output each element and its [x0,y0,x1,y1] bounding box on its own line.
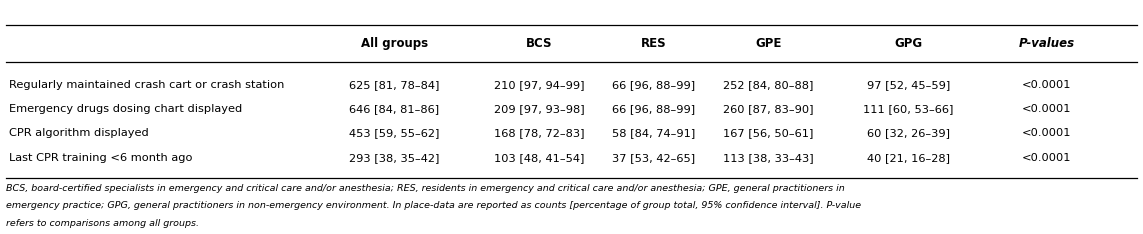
Text: All groups: All groups [361,37,427,50]
Text: 167 [56, 50–61]: 167 [56, 50–61] [722,128,814,138]
Text: BCS, board-certified specialists in emergency and critical care and/or anesthesi: BCS, board-certified specialists in emer… [6,184,845,193]
Text: 66 [96, 88–99]: 66 [96, 88–99] [613,80,695,90]
Text: Last CPR training <6 month ago: Last CPR training <6 month ago [9,153,193,163]
Text: 111 [60, 53–66]: 111 [60, 53–66] [863,104,954,114]
Text: 453 [59, 55–62]: 453 [59, 55–62] [349,128,440,138]
Text: 646 [84, 81–86]: 646 [84, 81–86] [350,104,439,114]
Text: 113 [38, 33–43]: 113 [38, 33–43] [722,153,814,163]
Text: <0.0001: <0.0001 [1022,80,1072,90]
Text: RES: RES [641,37,666,50]
Text: 293 [38, 35–42]: 293 [38, 35–42] [349,153,440,163]
Text: <0.0001: <0.0001 [1022,153,1072,163]
Text: 66 [96, 88–99]: 66 [96, 88–99] [613,104,695,114]
Text: 260 [87, 83–90]: 260 [87, 83–90] [722,104,814,114]
Text: 103 [48, 41–54]: 103 [48, 41–54] [494,153,585,163]
Text: 58 [84, 74–91]: 58 [84, 74–91] [613,128,695,138]
Text: 252 [84, 80–88]: 252 [84, 80–88] [722,80,814,90]
Text: <0.0001: <0.0001 [1022,128,1072,138]
Text: emergency practice; GPG, general practitioners in non-emergency environment. In : emergency practice; GPG, general practit… [6,201,861,210]
Text: GPE: GPE [754,37,782,50]
Text: 37 [53, 42–65]: 37 [53, 42–65] [613,153,695,163]
Text: 40 [21, 16–28]: 40 [21, 16–28] [868,153,950,163]
Text: 97 [52, 45–59]: 97 [52, 45–59] [868,80,950,90]
Text: P-values: P-values [1018,37,1076,50]
Text: 210 [97, 94–99]: 210 [97, 94–99] [494,80,585,90]
Text: Regularly maintained crash cart or crash station: Regularly maintained crash cart or crash… [9,80,285,90]
Text: 625 [81, 78–84]: 625 [81, 78–84] [349,80,440,90]
Text: Emergency drugs dosing chart displayed: Emergency drugs dosing chart displayed [9,104,242,114]
Text: 209 [97, 93–98]: 209 [97, 93–98] [494,104,585,114]
Text: CPR algorithm displayed: CPR algorithm displayed [9,128,149,138]
Text: BCS: BCS [526,37,553,50]
Text: 168 [78, 72–83]: 168 [78, 72–83] [494,128,585,138]
Text: <0.0001: <0.0001 [1022,104,1072,114]
Text: refers to comparisons among all groups.: refers to comparisons among all groups. [6,219,199,228]
Text: 60 [32, 26–39]: 60 [32, 26–39] [868,128,950,138]
Text: GPG: GPG [895,37,922,50]
